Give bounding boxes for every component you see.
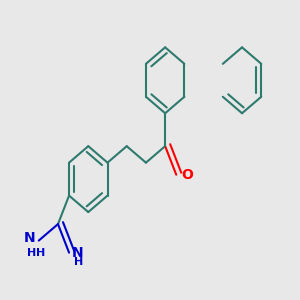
Text: H: H <box>27 248 36 258</box>
Text: N: N <box>24 231 36 244</box>
Text: O: O <box>182 168 194 182</box>
Text: H: H <box>36 248 45 258</box>
Text: H: H <box>74 256 83 267</box>
Text: N: N <box>72 246 84 260</box>
